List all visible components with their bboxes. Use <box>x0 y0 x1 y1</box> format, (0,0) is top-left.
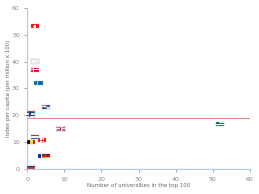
Bar <box>42 105 50 109</box>
Bar <box>42 154 50 158</box>
Bar <box>38 154 46 158</box>
Bar <box>27 113 35 118</box>
Bar <box>27 165 35 169</box>
Bar <box>57 127 65 131</box>
Bar <box>31 60 39 63</box>
X-axis label: Number of universities in the top 100: Number of universities in the top 100 <box>87 184 190 188</box>
Bar <box>216 121 224 126</box>
Y-axis label: Index per capita (per million x 100): Index per capita (per million x 100) <box>5 40 11 137</box>
Bar <box>31 68 39 72</box>
Bar <box>31 24 39 29</box>
Bar <box>31 135 39 139</box>
Bar <box>27 111 35 115</box>
Bar <box>38 138 46 142</box>
Bar <box>27 140 35 145</box>
Bar <box>34 81 43 85</box>
